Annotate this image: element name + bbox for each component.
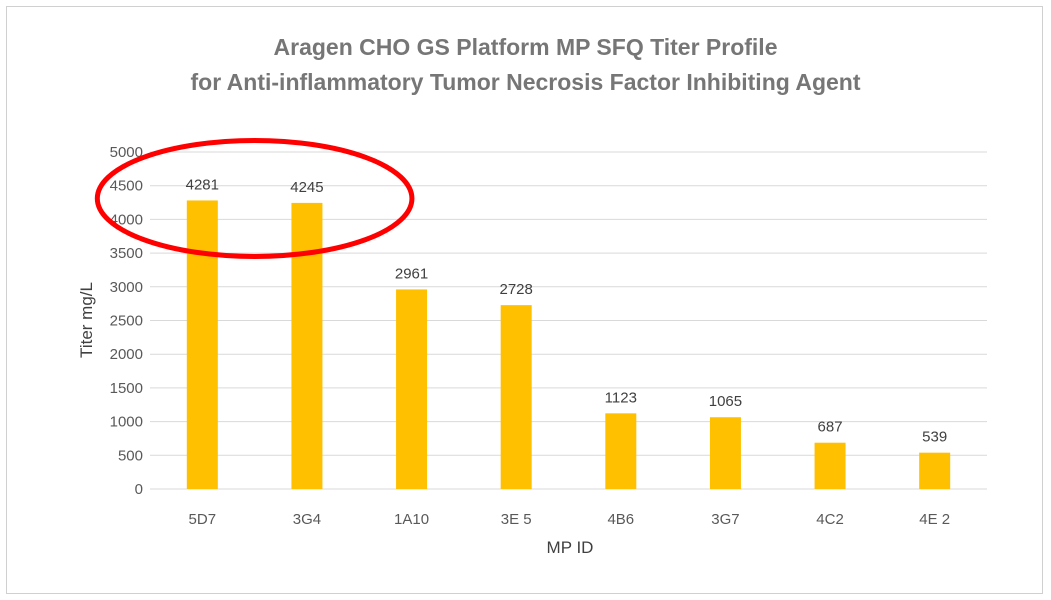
highlight-ellipse [94,137,415,259]
bar [186,200,218,489]
x-axis-ticks: 5D7 3G4 1A10 3E 5 4B6 3G7 4C2 4E 2 [189,511,951,528]
data-label: 1065 [709,393,742,410]
bar [919,452,951,489]
x-tick-label: 1A10 [394,511,429,528]
y-tick-label: 0 [135,481,143,498]
chart-title: Aragen CHO GS Platform MP SFQ Titer Prof… [0,30,1051,100]
bar [709,417,741,489]
y-tick-label: 3500 [110,245,143,262]
y-axis-title: Titer mg/L [77,282,96,358]
data-label: 1123 [605,389,637,406]
y-axis-ticks: 0 500 1000 1500 2000 2500 3000 3500 4000 4500 5000 [110,144,143,498]
y-tick-label: 4500 [110,178,143,195]
data-label: 539 [922,429,947,446]
data-label: 4281 [186,176,219,193]
bar [605,413,637,489]
gridlines [150,151,987,490]
y-tick-label: 4000 [110,211,143,228]
y-tick-label: 1000 [110,414,143,431]
x-tick-label: 3E 5 [501,511,532,528]
y-tick-label: 3000 [110,279,143,296]
bar [291,202,323,489]
x-axis-title: MP ID [547,538,594,557]
bar [814,442,846,489]
bars [186,200,951,489]
bar [396,289,428,489]
y-tick-label: 5000 [110,144,143,161]
x-tick-label: 4C2 [816,511,844,528]
y-tick-label: 2500 [110,313,143,330]
x-tick-label: 3G7 [711,511,739,528]
x-tick-label: 5D7 [189,511,217,528]
chart-title-line-1: Aragen CHO GS Platform MP SFQ Titer Prof… [273,34,778,60]
chart-frame [6,6,1043,594]
x-tick-label: 4B6 [607,511,634,528]
y-tick-label: 2000 [110,346,143,363]
data-label: 4245 [290,179,323,196]
bar [500,305,532,489]
data-label: 687 [818,419,843,436]
chart-title-line-2: for Anti-inflammatory Tumor Necrosis Fac… [190,69,861,95]
data-labels: 4281 4245 2961 2728 1123 1065 687 539 [186,176,948,445]
y-tick-label: 1500 [110,380,143,397]
data-label: 2728 [500,281,533,298]
x-tick-label: 3G4 [293,511,321,528]
y-tick-label: 500 [118,447,143,464]
x-tick-label: 4E 2 [919,511,950,528]
data-label: 2961 [395,265,428,282]
